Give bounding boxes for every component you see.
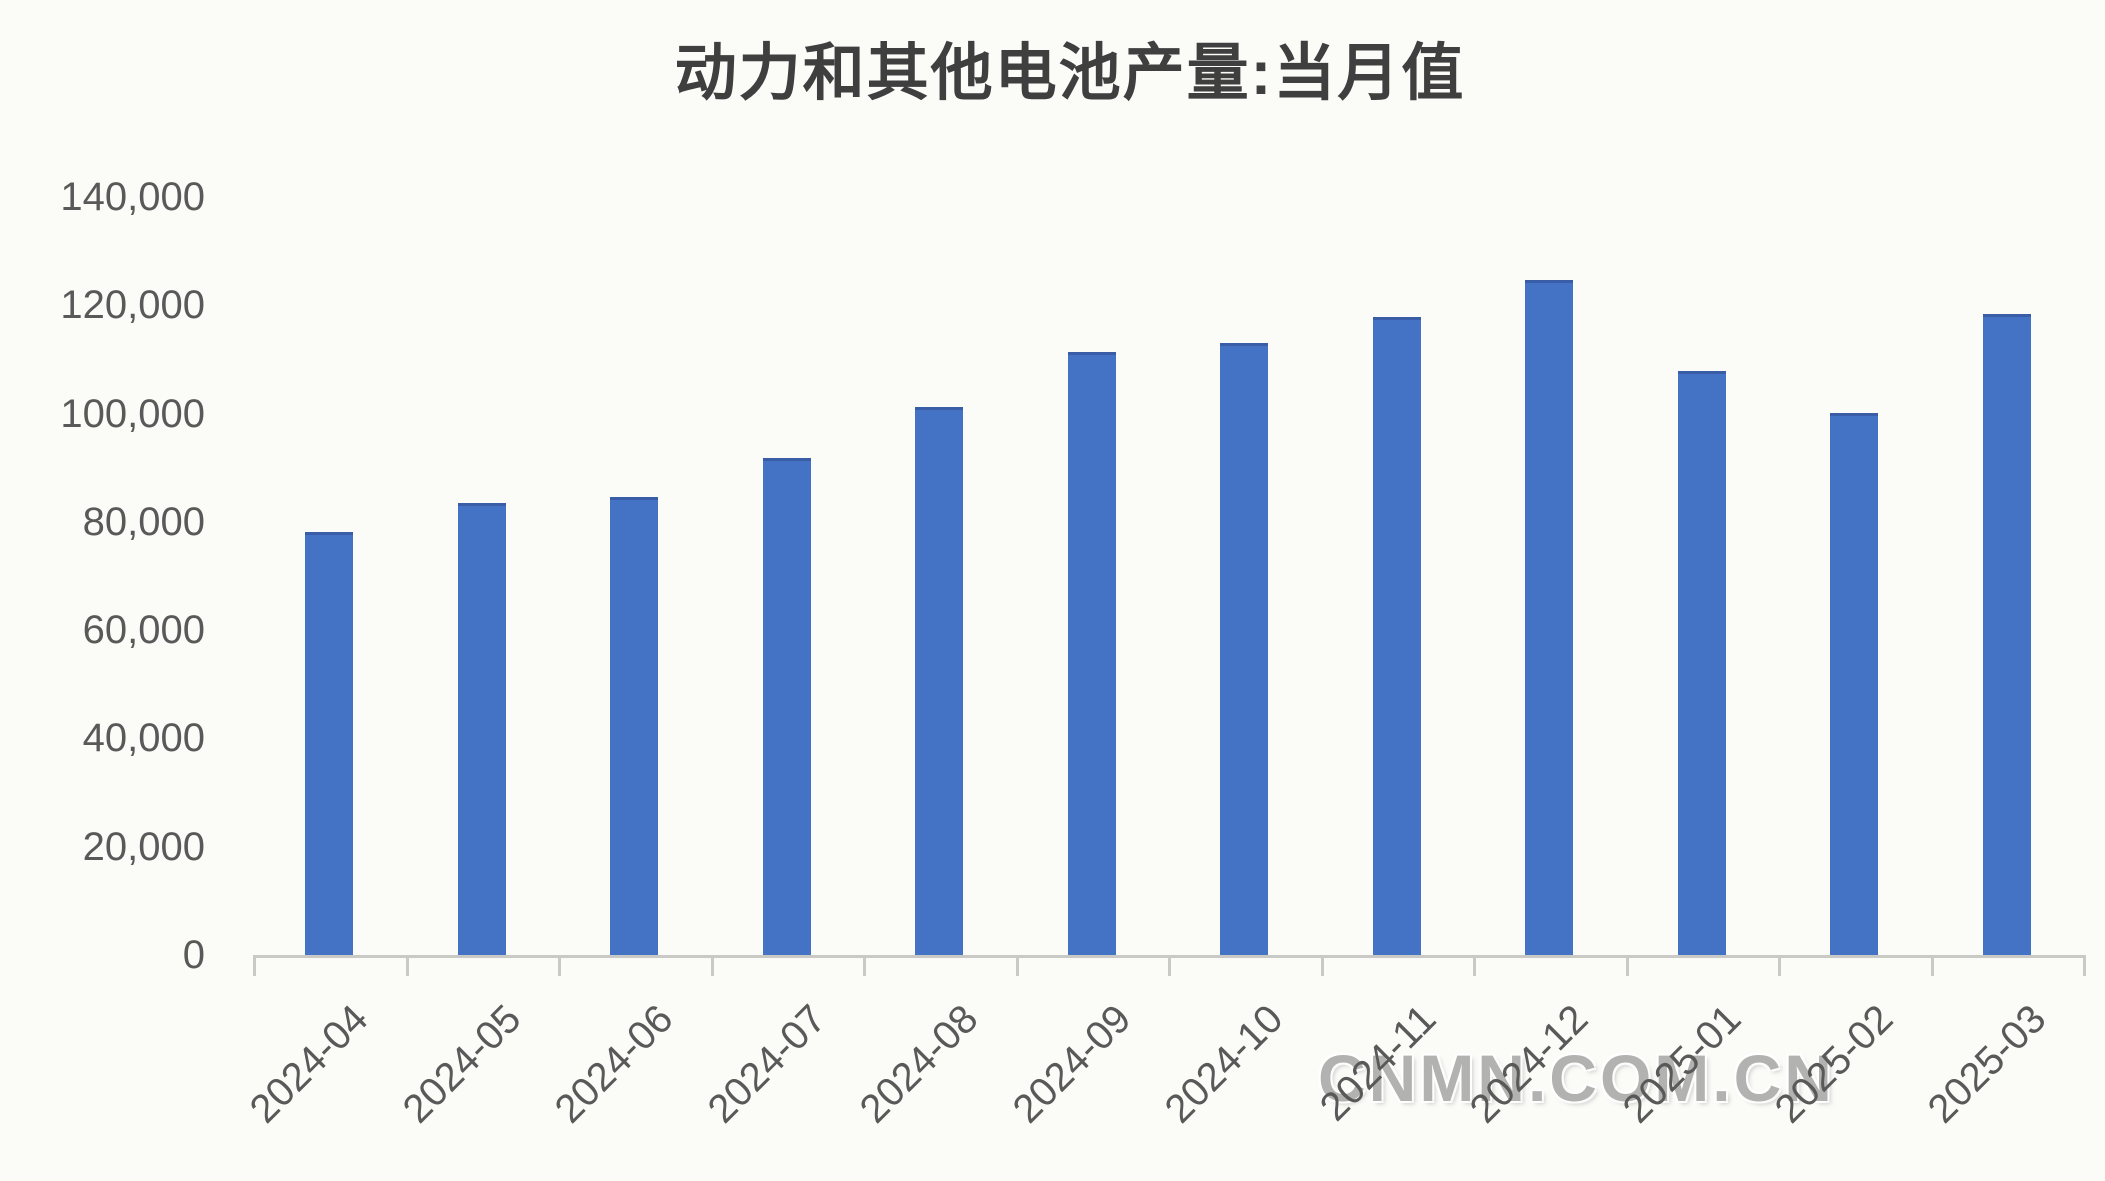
- y-axis-tick-label: 60,000: [82, 608, 205, 653]
- x-axis-tick: [710, 955, 714, 976]
- x-axis-tick: [863, 955, 866, 976]
- bar-2024-10: [1220, 343, 1269, 955]
- y-axis-tick-label: 100,000: [60, 391, 205, 436]
- x-axis-tick: [1778, 955, 1781, 976]
- x-axis-tick: [1168, 955, 1171, 976]
- bar-2024-08: [915, 407, 964, 955]
- x-axis-tick: [253, 955, 256, 976]
- x-axis-label-2024-07: 2024-07: [699, 996, 835, 1132]
- bar-2025-03: [1982, 314, 2031, 955]
- bar-2024-06: [610, 497, 659, 955]
- x-axis-tick: [1930, 955, 1934, 976]
- y-axis-tick-label: 20,000: [82, 824, 205, 869]
- bar-2024-09: [1067, 352, 1116, 955]
- bar-2024-07: [762, 458, 811, 955]
- x-axis-tick: [2083, 955, 2086, 976]
- x-axis-label-2024-04: 2024-04: [242, 996, 377, 1132]
- x-axis-label-2024-08: 2024-08: [852, 996, 987, 1132]
- bar-2025-02: [1830, 413, 1879, 955]
- bar-2025-01: [1677, 371, 1726, 955]
- x-axis-tick: [1015, 955, 1019, 976]
- y-axis-tick-label: 40,000: [82, 716, 205, 761]
- x-axis-label-2024-05: 2024-05: [394, 996, 530, 1132]
- x-axis-tick: [1473, 955, 1476, 976]
- x-axis-tick: [1625, 955, 1629, 976]
- x-axis-label-2024-09: 2024-09: [1004, 996, 1140, 1132]
- x-axis-label-2025-03: 2025-03: [1919, 996, 2055, 1132]
- y-axis-tick-label: 140,000: [60, 175, 205, 219]
- watermark: CNMN.COM.CN: [1318, 1041, 1835, 1115]
- x-axis-tick: [558, 955, 561, 976]
- x-axis-tick: [405, 955, 409, 976]
- y-axis-tick-label: 80,000: [82, 499, 205, 544]
- bar-2024-11: [1372, 317, 1421, 955]
- bar-2024-12: [1525, 280, 1574, 955]
- x-axis-label-2024-06: 2024-06: [547, 996, 682, 1132]
- x-axis-label-2024-10: 2024-10: [1157, 996, 1292, 1132]
- bar-2024-05: [457, 503, 506, 955]
- plot-area: [253, 197, 2083, 955]
- y-axis-tick-label: 0: [182, 933, 205, 977]
- chart-title: 动力和其他电池产量:当月值: [674, 39, 1466, 108]
- bar-2024-04: [305, 532, 354, 955]
- x-axis-tick: [1320, 955, 1324, 976]
- y-axis-tick-label: 120,000: [60, 283, 205, 328]
